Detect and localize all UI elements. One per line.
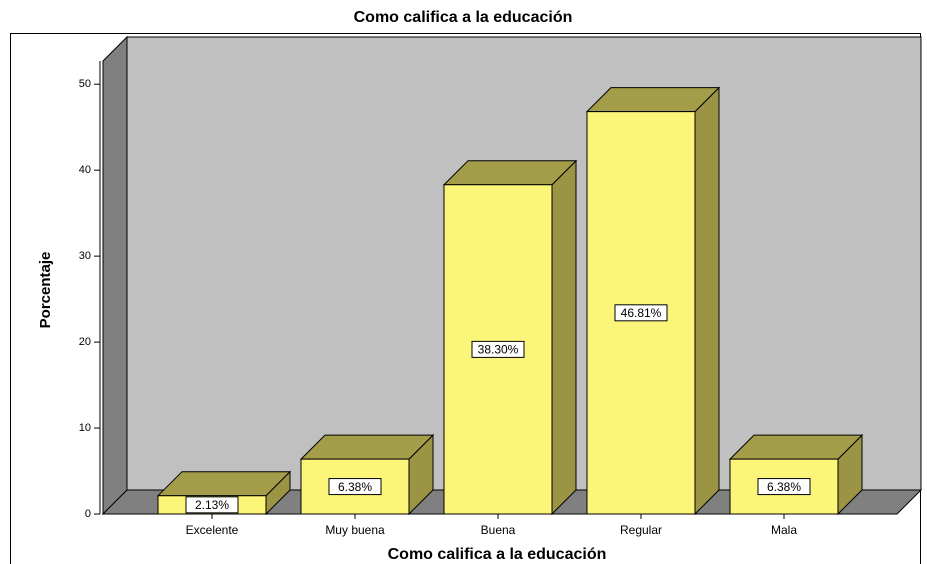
y-tick-label: 0 — [85, 508, 91, 520]
y-tick-label: 20 — [79, 336, 91, 348]
bar-top — [728, 434, 864, 460]
bar — [299, 433, 435, 516]
value-label-box — [471, 340, 525, 358]
left-wall — [102, 35, 128, 516]
value-label-box — [185, 496, 239, 514]
value-label: 46.81% — [621, 306, 662, 320]
value-label: 6.38% — [767, 480, 801, 494]
bar-top — [156, 471, 292, 497]
y-tick-label: 50 — [79, 78, 91, 90]
y-axis-label: Porcentaje — [37, 252, 54, 329]
y-tick-label: 30 — [79, 250, 91, 262]
x-tick-label: Mala — [771, 523, 797, 537]
bar-side — [694, 86, 720, 516]
value-label-box — [757, 478, 811, 496]
value-label-box — [614, 304, 668, 322]
bar-top — [585, 87, 721, 113]
chart-title: Como califica a la educación — [354, 9, 573, 26]
bar — [442, 159, 578, 516]
x-tick-label: Buena — [481, 523, 516, 537]
bar — [156, 470, 292, 516]
value-label: 6.38% — [338, 480, 372, 494]
y-tick-label: 40 — [79, 164, 91, 176]
x-axis-label: Como califica a la educación — [388, 546, 607, 563]
bar-top — [442, 160, 578, 186]
bar-side — [551, 159, 577, 516]
bar — [585, 86, 721, 516]
x-tick-label: Muy buena — [325, 523, 385, 537]
bar — [728, 433, 864, 516]
value-label: 38.30% — [478, 343, 519, 357]
value-label: 2.13% — [195, 498, 229, 512]
x-tick-label: Excelente — [186, 523, 239, 537]
value-label-box — [328, 478, 382, 496]
y-tick-label: 10 — [79, 422, 91, 434]
x-tick-label: Regular — [620, 523, 662, 537]
bar-top — [299, 434, 435, 460]
